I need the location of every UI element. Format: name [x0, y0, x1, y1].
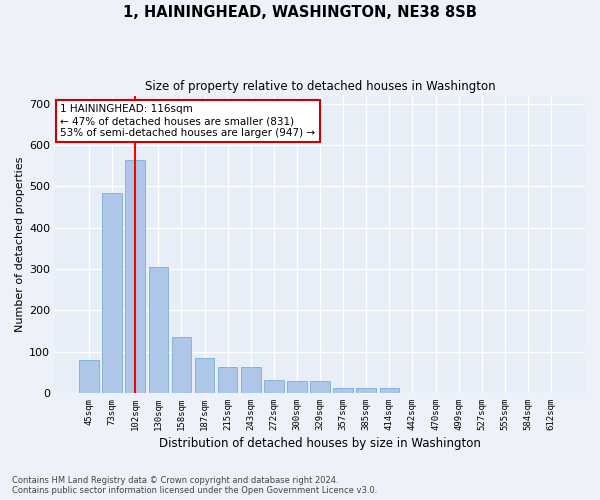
Text: 1 HAININGHEAD: 116sqm
← 47% of detached houses are smaller (831)
53% of semi-det: 1 HAININGHEAD: 116sqm ← 47% of detached …	[61, 104, 316, 138]
Bar	[310, 382, 330, 393]
Bar	[79, 360, 99, 393]
Bar	[380, 388, 399, 393]
Bar	[334, 388, 353, 393]
Y-axis label: Number of detached properties: Number of detached properties	[15, 156, 25, 332]
Bar	[195, 358, 214, 393]
Text: 1, HAININGHEAD, WASHINGTON, NE38 8SB: 1, HAININGHEAD, WASHINGTON, NE38 8SB	[123, 5, 477, 20]
Bar	[264, 380, 284, 393]
Title: Size of property relative to detached houses in Washington: Size of property relative to detached ho…	[145, 80, 496, 93]
Bar	[218, 367, 238, 393]
Bar	[103, 192, 122, 393]
X-axis label: Distribution of detached houses by size in Washington: Distribution of detached houses by size …	[159, 437, 481, 450]
Bar	[149, 267, 168, 393]
Bar	[172, 337, 191, 393]
Bar	[125, 160, 145, 393]
Text: Contains HM Land Registry data © Crown copyright and database right 2024.
Contai: Contains HM Land Registry data © Crown c…	[12, 476, 377, 495]
Bar	[241, 367, 260, 393]
Bar	[287, 382, 307, 393]
Bar	[356, 388, 376, 393]
